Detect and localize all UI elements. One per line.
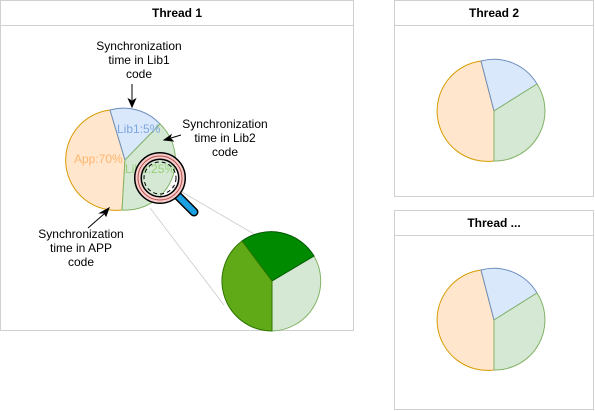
thread1-title: Thread 1 bbox=[152, 6, 202, 20]
annotation-lib2-line1: Synchronization bbox=[182, 117, 267, 131]
thread2-slice-lib1 bbox=[480, 58, 538, 112]
pie-label-lib1: Lib1:5% bbox=[117, 122, 161, 136]
pie-slice-lib2 bbox=[121, 123, 176, 211]
annotation-lib1-line3: code bbox=[126, 67, 152, 81]
annotation-lib2-line3: code bbox=[212, 145, 238, 159]
annotation-app: Synchronization time in APP code bbox=[38, 206, 124, 269]
zoom-guide-lines bbox=[149, 184, 255, 306]
thread3-slice-app bbox=[436, 269, 495, 371]
annotation-app-line3: code bbox=[68, 255, 94, 269]
thread2-slice-app bbox=[436, 60, 495, 162]
thread2-slice-lib2 bbox=[493, 83, 546, 162]
pie-slice-app bbox=[65, 109, 126, 211]
zoom-slice-light bbox=[271, 255, 322, 332]
arrowhead-lib2 bbox=[162, 133, 175, 142]
annotation-lib2: Synchronization time in Lib2 code bbox=[162, 117, 268, 159]
thread3-title: Thread ... bbox=[467, 216, 520, 230]
annotation-lib1: Synchronization time in Lib1 code bbox=[96, 39, 182, 109]
pie-label-lib2: Lib2:25% bbox=[125, 162, 175, 176]
annotation-lib2-line2: time in Lib2 bbox=[194, 131, 256, 145]
thread2-title: Thread 2 bbox=[469, 6, 519, 20]
annotation-app-line1: Synchronization bbox=[38, 227, 123, 241]
thread3-pie bbox=[436, 267, 546, 371]
zoomed-pie bbox=[221, 231, 322, 332]
thread2-pie bbox=[436, 58, 546, 162]
arrow-app bbox=[87, 213, 105, 229]
pie-slice-lib1 bbox=[109, 107, 161, 161]
thread3-slice-lib1 bbox=[480, 267, 538, 321]
annotation-lib1-line1: Synchronization bbox=[96, 39, 181, 53]
annotation-app-line2: time in APP bbox=[50, 241, 112, 255]
arrowhead-lib1 bbox=[127, 97, 137, 109]
arrow-lib2 bbox=[170, 134, 182, 139]
pie-label-app: App:70% bbox=[74, 152, 123, 166]
zoom-slice-mid bbox=[221, 240, 273, 332]
magnifier-icon bbox=[134, 152, 199, 217]
zoom-slice-dark bbox=[241, 231, 315, 282]
thread1-pie: Lib1:5% App:70% Lib2:25% bbox=[65, 107, 176, 211]
arrowhead-app bbox=[98, 206, 110, 218]
annotation-lib1-line2: time in Lib1 bbox=[108, 53, 170, 67]
thread3-slice-lib2 bbox=[493, 292, 546, 371]
